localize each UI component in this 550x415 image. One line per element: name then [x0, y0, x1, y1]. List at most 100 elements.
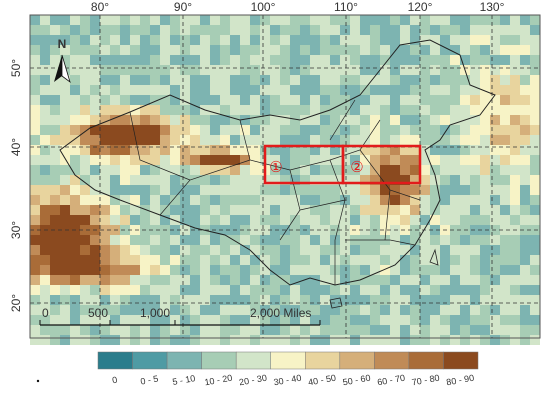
map-cell: [300, 65, 310, 75]
map-cell: [490, 235, 500, 245]
map-cell: [410, 285, 420, 295]
map-cell: [70, 135, 80, 145]
map-cell: [350, 85, 360, 95]
map-cell: [350, 325, 360, 335]
map-cell: [470, 65, 480, 75]
map-cell: [480, 135, 490, 145]
map-cell: [430, 305, 440, 315]
map-cell: [380, 205, 390, 215]
map-cell: [120, 15, 130, 25]
legend-swatch: [235, 351, 271, 370]
map-cell: [230, 55, 240, 65]
map-cell: [240, 255, 250, 265]
map-cell: [240, 85, 250, 95]
map-cell: [160, 335, 170, 345]
map-cell: [60, 305, 70, 315]
map-cell: [230, 95, 240, 105]
north-arrow: [54, 55, 62, 82]
map-cell: [230, 235, 240, 245]
map-cell: [250, 85, 260, 95]
map-cell: [120, 65, 130, 75]
map-cell: [200, 35, 210, 45]
map-cell: [340, 325, 350, 335]
map-cell: [70, 335, 80, 345]
map-cell: [320, 195, 330, 205]
map-cell: [230, 185, 240, 195]
map-cell: [300, 245, 310, 255]
map-cell: [220, 15, 230, 25]
map-cell: [450, 315, 460, 325]
map-cell: [50, 195, 60, 205]
map-cell: [520, 315, 530, 325]
map-cell: [160, 185, 170, 195]
map-cell: [130, 295, 140, 305]
map-cell: [120, 165, 130, 175]
map-cell: [470, 305, 480, 315]
map-cell: [370, 275, 380, 285]
map-cell: [440, 15, 450, 25]
map-cell: [420, 335, 430, 345]
map-cell: [130, 65, 140, 75]
map-cell: [400, 155, 410, 165]
map-cell: [480, 315, 490, 325]
map-cell: [280, 55, 290, 65]
map-cell: [450, 75, 460, 85]
map-cell: [190, 55, 200, 65]
map-cell: [190, 65, 200, 75]
map-cell: [530, 215, 540, 225]
map-cell: [260, 265, 270, 275]
map-cell: [50, 65, 60, 75]
map-cell: [250, 105, 260, 115]
map-cell: [450, 175, 460, 185]
map-cell: [210, 155, 220, 165]
map-cell: [340, 265, 350, 275]
map-cell: [160, 215, 170, 225]
map-cell: [360, 15, 370, 25]
map-cell: [520, 145, 530, 155]
map-cell: [360, 295, 370, 305]
map-cell: [470, 295, 480, 305]
map-cell: [210, 95, 220, 105]
map-cell: [140, 305, 150, 315]
map-cell: [480, 165, 490, 175]
map-cell: [350, 125, 360, 135]
map-cell: [470, 215, 480, 225]
map-cell: [280, 235, 290, 245]
map-cell: [530, 65, 540, 75]
map-cell: [340, 45, 350, 55]
map-cell: [220, 315, 230, 325]
map-cell: [30, 75, 40, 85]
map-cell: [490, 335, 500, 345]
map-cell: [470, 15, 480, 25]
map-cell: [360, 115, 370, 125]
map-cell: [160, 105, 170, 115]
map-cell: [170, 105, 180, 115]
legend-swatch: [97, 351, 133, 370]
map-cell: [120, 85, 130, 95]
map-cell: [440, 175, 450, 185]
map-cell: [50, 185, 60, 195]
map-cell: [480, 195, 490, 205]
legend-label: 80 - 90: [446, 373, 475, 388]
map-cell: [190, 115, 200, 125]
map-cell: [530, 315, 540, 325]
map-cell: [250, 295, 260, 305]
map-cell: [230, 195, 240, 205]
map-cell: [450, 275, 460, 285]
map-cell: [530, 335, 540, 345]
map-cell: [220, 245, 230, 255]
map-cell: [240, 35, 250, 45]
map-cell: [350, 115, 360, 125]
map-cell: [420, 165, 430, 175]
map-cell: [400, 165, 410, 175]
legend-label: 0: [111, 375, 118, 386]
map-cell: [30, 195, 40, 205]
map-cell: [240, 265, 250, 275]
map-cell: [30, 155, 40, 165]
map-cell: [370, 205, 380, 215]
map-cell: [40, 115, 50, 125]
map-cell: [80, 175, 90, 185]
map-cell: [230, 25, 240, 35]
map-cell: [150, 335, 160, 345]
map-cell: [200, 95, 210, 105]
